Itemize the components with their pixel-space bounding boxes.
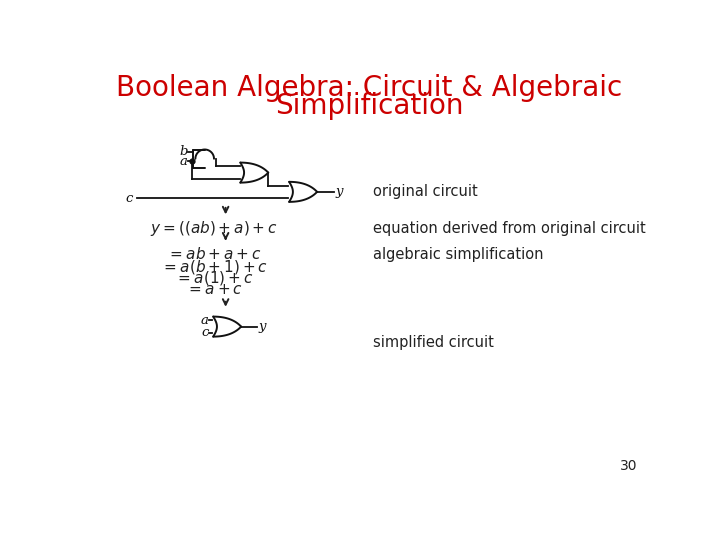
Text: a: a xyxy=(201,314,209,327)
Text: 30: 30 xyxy=(620,459,637,473)
Text: $= a(b + 1) + c$: $= a(b + 1) + c$ xyxy=(161,258,267,275)
Text: y: y xyxy=(336,185,343,198)
Text: $y = ((ab) + a) + c$: $y = ((ab) + a) + c$ xyxy=(150,219,278,238)
Text: simplified circuit: simplified circuit xyxy=(373,334,494,349)
Text: Simplification: Simplification xyxy=(275,92,463,120)
Text: algebraic simplification: algebraic simplification xyxy=(373,247,544,262)
Text: $= a + c$: $= a + c$ xyxy=(186,282,243,296)
Text: a: a xyxy=(180,154,188,167)
Text: b: b xyxy=(179,145,188,158)
Text: c: c xyxy=(125,192,132,205)
Text: equation derived from original circuit: equation derived from original circuit xyxy=(373,220,646,235)
Text: $= ab + a + c$: $= ab + a + c$ xyxy=(166,246,261,262)
Text: Boolean Algebra: Circuit & Algebraic: Boolean Algebra: Circuit & Algebraic xyxy=(116,74,622,102)
Text: original circuit: original circuit xyxy=(373,184,477,199)
Text: c: c xyxy=(201,326,209,339)
Text: $= a(1) + c$: $= a(1) + c$ xyxy=(175,269,253,287)
Text: y: y xyxy=(258,320,266,333)
